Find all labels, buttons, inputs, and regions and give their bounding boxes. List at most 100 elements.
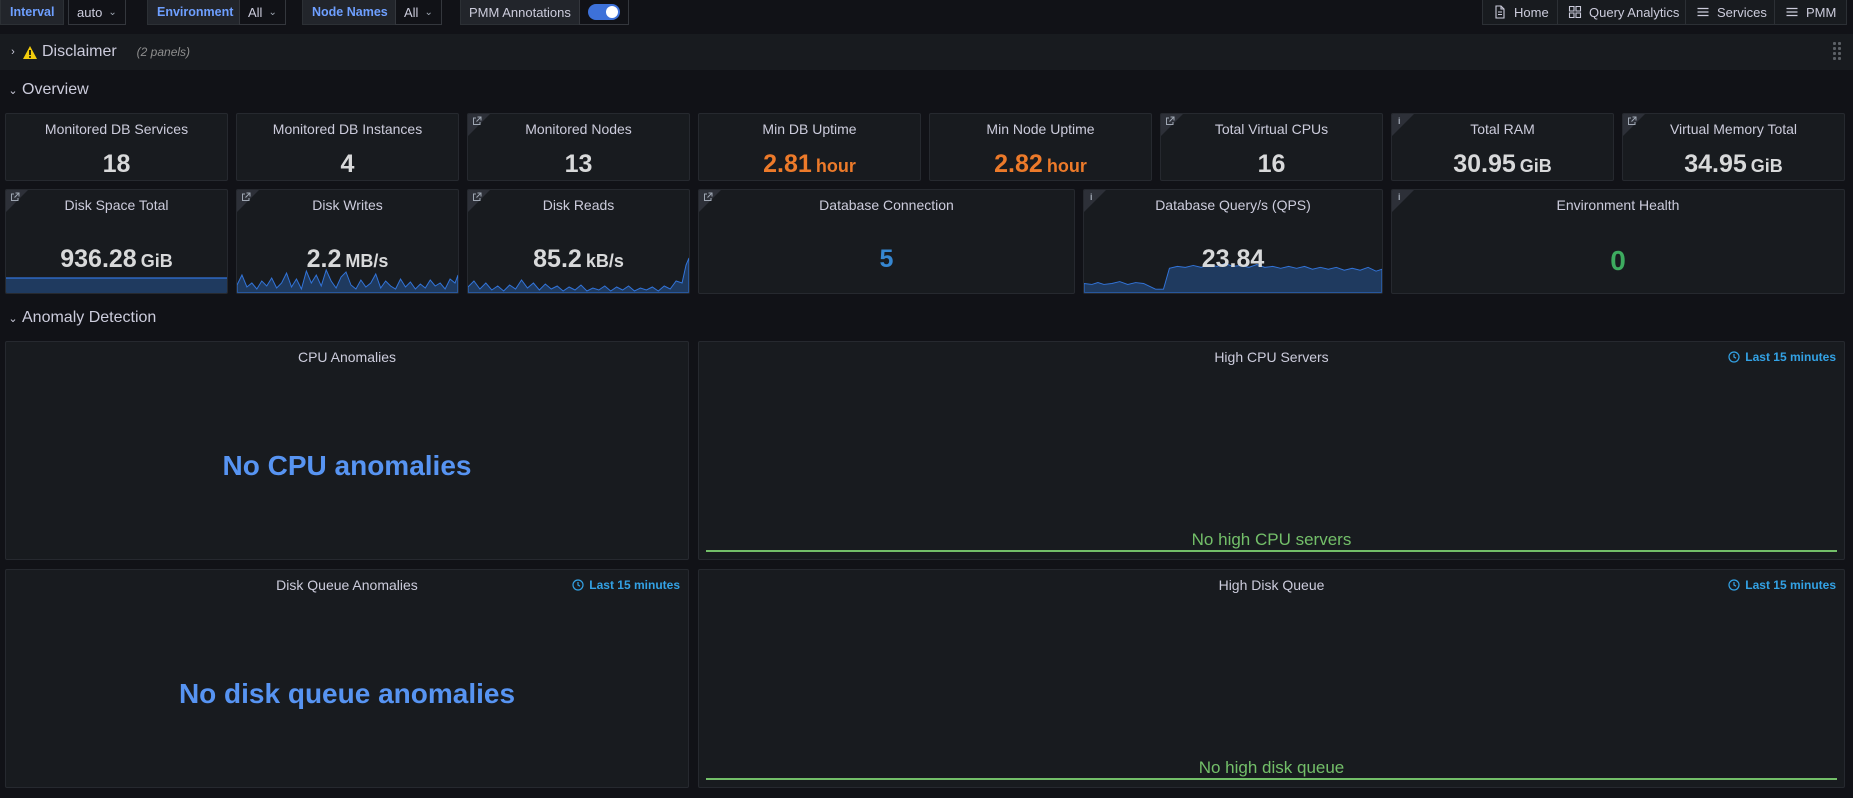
clock-icon	[572, 579, 584, 591]
info-icon[interactable]: i	[1398, 192, 1401, 202]
stat-monitored-nodes[interactable]: Monitored Nodes 13	[467, 113, 690, 181]
stat-disk-writes[interactable]: Disk Writes 2.2 MB/s	[236, 189, 459, 294]
document-icon	[1495, 5, 1505, 19]
row-overview[interactable]: ⌄ Overview	[0, 80, 1853, 100]
clock-icon	[1728, 579, 1740, 591]
pmm-annotations-toggle[interactable]	[579, 0, 629, 25]
row-disclaimer[interactable]: › Disclaimer (2 panels)	[0, 34, 1853, 70]
stat-database-connection[interactable]: Database Connection 5	[698, 189, 1075, 294]
stat-min-node-uptime[interactable]: Min Node Uptime 2.82 hour	[929, 113, 1152, 181]
panel-title: Database Query/s (QPS)	[1155, 197, 1311, 213]
drag-handle[interactable]	[1833, 42, 1843, 62]
baseline	[706, 550, 1837, 552]
interval-value: auto	[77, 4, 103, 20]
time-range-info[interactable]: Last 15 minutes	[1728, 578, 1836, 592]
stat-virtual-memory-total[interactable]: Virtual Memory Total 34.95 GiB	[1622, 113, 1845, 181]
chevron-down-icon: ⌄	[8, 84, 18, 97]
stat-value: 16	[1257, 150, 1286, 178]
query-analytics-label: Query Analytics	[1589, 4, 1680, 20]
pmm-label: PMM	[1806, 4, 1837, 20]
stat-environment-health[interactable]: i Environment Health 0	[1391, 189, 1845, 294]
stat-disk-space-total[interactable]: Disk Space Total 936.28 GiB	[5, 189, 228, 294]
time-range-label: Last 15 minutes	[1745, 350, 1836, 364]
environment-select[interactable]: All ⌄	[239, 0, 286, 25]
panel-cpu-anomalies[interactable]: CPU Anomalies No CPU anomalies	[5, 341, 689, 560]
no-data-message: No high CPU servers	[1191, 530, 1352, 549]
row-title: Disclaimer	[42, 43, 117, 60]
services-label: Services	[1717, 4, 1767, 20]
clock-icon	[1728, 351, 1740, 363]
menu-icon	[1786, 7, 1798, 17]
sparkline	[6, 277, 227, 293]
external-link-icon[interactable]	[1165, 116, 1175, 126]
panel-corner	[1392, 114, 1414, 136]
panel-corner	[1084, 190, 1106, 212]
node-names-select[interactable]: All ⌄	[395, 0, 442, 25]
node-names-label: Node Names	[302, 0, 398, 25]
pmm-link[interactable]: PMM	[1774, 0, 1848, 25]
stat-value: 2.2 MB/s	[306, 245, 389, 273]
time-range-label: Last 15 minutes	[1745, 578, 1836, 592]
chevron-right-icon: ›	[11, 46, 15, 58]
stat-value: 23.84	[1201, 245, 1265, 273]
panel-high-disk-queue[interactable]: High Disk Queue Last 15 minutes No high …	[698, 569, 1845, 788]
chevron-down-icon: ⌄	[268, 6, 277, 18]
external-link-icon[interactable]	[10, 192, 20, 202]
apps-icon	[1568, 5, 1582, 19]
stat-monitored-db-instances[interactable]: Monitored DB Instances 4	[236, 113, 459, 181]
stat-total-virtual-cpus[interactable]: Total Virtual CPUs 16	[1160, 113, 1383, 181]
panel-title: Disk Queue Anomalies	[276, 577, 418, 593]
baseline	[706, 778, 1837, 780]
stat-disk-reads[interactable]: Disk Reads 85.2 kB/s	[467, 189, 690, 294]
panel-title: Disk Writes	[312, 197, 383, 213]
time-range-label: Last 15 minutes	[589, 578, 680, 592]
home-link[interactable]: Home	[1482, 0, 1560, 25]
row-title: Anomaly Detection	[22, 309, 157, 326]
panel-high-cpu-servers[interactable]: High CPU Servers Last 15 minutes No high…	[698, 341, 1845, 560]
external-link-icon[interactable]	[241, 192, 251, 202]
no-data-message: No high disk queue	[1198, 758, 1345, 777]
panel-title: Min Node Uptime	[986, 121, 1095, 137]
external-link-icon[interactable]	[1627, 116, 1637, 126]
query-analytics-link[interactable]: Query Analytics	[1557, 0, 1691, 25]
panel-title: High Disk Queue	[1218, 577, 1325, 593]
panel-title: Total RAM	[1470, 121, 1535, 137]
environment-label: Environment	[147, 0, 244, 25]
stat-value: 34.95 GiB	[1684, 150, 1783, 178]
interval-select[interactable]: auto ⌄	[68, 0, 126, 25]
stat-database-qps[interactable]: i Database Query/s (QPS) 23.84	[1083, 189, 1383, 294]
stat-total-ram[interactable]: i Total RAM 30.95 GiB	[1391, 113, 1614, 181]
panel-disk-queue-anomalies[interactable]: Disk Queue Anomalies Last 15 minutes No …	[5, 569, 689, 788]
panel-title: Min DB Uptime	[762, 121, 857, 137]
home-label: Home	[1514, 4, 1549, 20]
services-link[interactable]: Services	[1685, 0, 1778, 25]
external-link-icon[interactable]	[703, 192, 713, 202]
panel-corner	[1392, 190, 1414, 212]
info-icon[interactable]: i	[1398, 116, 1401, 126]
time-range-info[interactable]: Last 15 minutes	[572, 578, 680, 592]
row-panel-count: (2 panels)	[136, 45, 191, 59]
stat-value: 4	[340, 150, 355, 178]
interval-label: Interval	[0, 0, 65, 25]
stat-value: 30.95 GiB	[1453, 150, 1552, 178]
stat-value: 936.28 GiB	[60, 245, 173, 273]
stat-value: 2.81 hour	[763, 150, 856, 178]
info-icon[interactable]: i	[1090, 192, 1093, 202]
warning-icon	[23, 45, 37, 59]
time-range-info[interactable]: Last 15 minutes	[1728, 350, 1836, 364]
stat-min-db-uptime[interactable]: Min DB Uptime 2.81 hour	[698, 113, 921, 181]
stat-value: 5	[879, 245, 894, 273]
external-link-icon[interactable]	[472, 192, 482, 202]
stat-monitored-db-services[interactable]: Monitored DB Services 18	[5, 113, 228, 181]
chevron-down-icon: ⌄	[8, 312, 18, 325]
sparkline	[468, 257, 689, 293]
panel-title: Monitored DB Instances	[272, 121, 423, 137]
panel-title: Disk Space Total	[64, 197, 169, 213]
external-link-icon[interactable]	[472, 116, 482, 126]
panel-title: Monitored DB Services	[44, 121, 189, 137]
variables-bar: Interval auto ⌄ Environment All ⌄ Node N…	[0, 0, 1853, 26]
empty-message: No CPU anomalies	[222, 450, 472, 481]
row-title: Overview	[22, 81, 89, 98]
row-anomaly-detection[interactable]: ⌄ Anomaly Detection	[0, 308, 1853, 328]
pmm-annotations-label: PMM Annotations	[460, 0, 580, 25]
